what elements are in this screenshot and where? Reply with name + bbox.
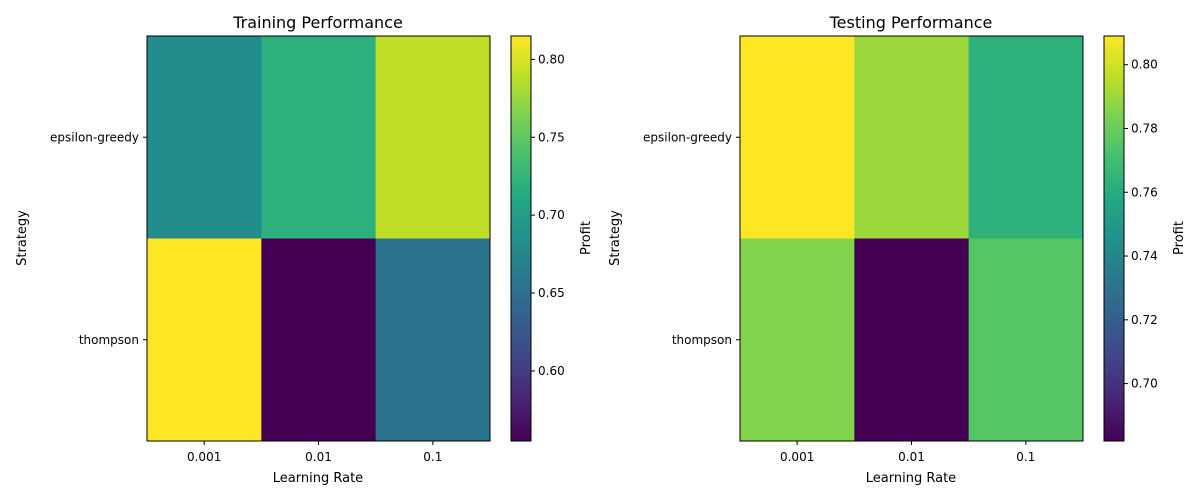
heatmap-cell xyxy=(261,238,377,442)
colorbar xyxy=(510,35,532,442)
colorbar-tick-label: 0.80 xyxy=(1131,58,1158,72)
heatmap-cell xyxy=(854,238,970,442)
x-axis-ticks: 0.001 0.01 0.1 xyxy=(780,441,1035,464)
y-tick-label: epsilon-greedy xyxy=(50,130,139,144)
y-axis-label: Strategy xyxy=(15,210,30,266)
x-axis-label: Learning Rate xyxy=(273,471,363,486)
chart-title: Training Performance xyxy=(232,13,403,32)
colorbar-tick-label: 0.72 xyxy=(1131,313,1158,327)
x-tick-label: 0.001 xyxy=(187,450,221,464)
x-tick-label: 0.1 xyxy=(1016,450,1035,464)
heatmap-cell xyxy=(147,36,262,239)
colorbar-tick-label: 0.80 xyxy=(538,52,565,66)
y-tick-label: epsilon-greedy xyxy=(643,130,732,144)
heatmap-cell xyxy=(740,238,855,442)
y-axis-ticks: epsilon-greedy thompson xyxy=(50,130,147,347)
colorbar-ticks: 0.70 0.72 0.74 0.76 0.78 0.80 xyxy=(1124,58,1158,391)
heatmap-cells xyxy=(147,36,491,442)
colorbar-tick-label: 0.60 xyxy=(538,364,565,378)
y-tick-label: thompson xyxy=(672,333,732,347)
colorbar-label: Profit xyxy=(579,221,594,255)
heatmap-cells xyxy=(740,36,1084,442)
colorbar-ticks: 0.60 0.65 0.70 0.75 0.80 xyxy=(531,52,565,378)
colorbar-tick-label: 0.78 xyxy=(1131,121,1158,135)
x-tick-label: 0.1 xyxy=(423,450,442,464)
y-tick-label: thompson xyxy=(79,333,139,347)
colorbar-tick-label: 0.70 xyxy=(1131,377,1158,391)
heatmap-cell xyxy=(375,238,491,442)
x-tick-label: 0.01 xyxy=(305,450,332,464)
heatmap-cell xyxy=(968,36,1084,239)
y-axis-label: Strategy xyxy=(608,210,623,266)
colorbar-tick-label: 0.75 xyxy=(538,130,565,144)
colorbar-tick-label: 0.65 xyxy=(538,286,565,300)
colorbar-tick-label: 0.74 xyxy=(1131,249,1158,263)
y-axis-ticks: epsilon-greedy thompson xyxy=(643,130,740,347)
training-heatmap-panel: Training Performance 0.001 0.01 0.1 epsilo… xyxy=(15,13,594,486)
x-tick-label: 0.01 xyxy=(898,450,925,464)
x-axis-ticks: 0.001 0.01 0.1 xyxy=(187,441,442,464)
x-axis-label: Learning Rate xyxy=(866,471,956,486)
heatmap-cell xyxy=(854,36,970,239)
heatmap-cell xyxy=(261,36,377,239)
colorbar-label: Profit xyxy=(1172,221,1187,255)
heatmap-cell xyxy=(147,238,262,442)
heatmap-cell xyxy=(968,238,1084,442)
colorbar-tick-label: 0.70 xyxy=(538,208,565,222)
colorbar-tick-label: 0.76 xyxy=(1131,185,1158,199)
colorbar xyxy=(1103,35,1125,442)
chart-title: Testing Performance xyxy=(829,13,993,32)
heatmap-cell xyxy=(740,36,855,239)
x-tick-label: 0.001 xyxy=(780,450,814,464)
testing-heatmap-panel: Testing Performance 0.001 0.01 0.1 epsilon… xyxy=(608,13,1187,486)
heatmap-cell xyxy=(375,36,491,239)
